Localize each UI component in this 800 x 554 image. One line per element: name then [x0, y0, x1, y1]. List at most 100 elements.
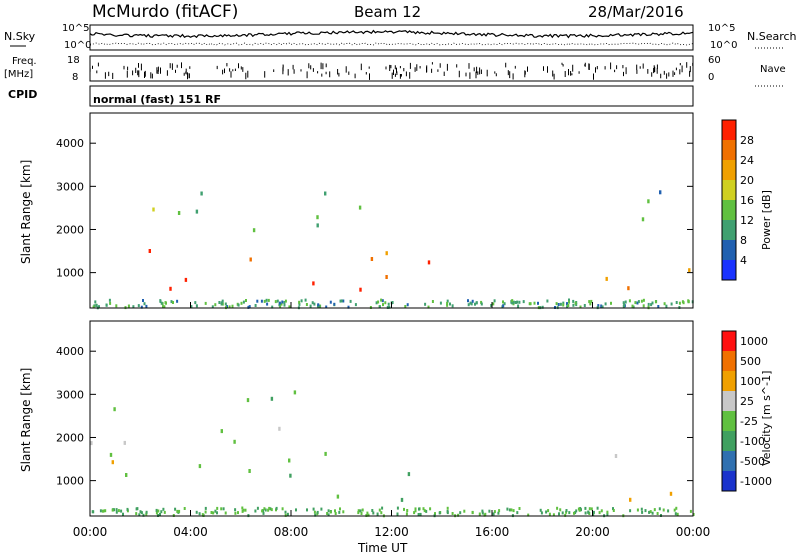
- data-cell: [311, 301, 314, 305]
- data-cell: [493, 510, 496, 514]
- data-cell: [105, 303, 108, 307]
- data-cell: [502, 304, 505, 308]
- data-cell: [434, 512, 436, 516]
- freq-trace: [89, 62, 694, 80]
- data-cell: [380, 511, 383, 515]
- y-tick-label: 4000: [56, 137, 84, 150]
- data-cell: [360, 512, 363, 515]
- data-cell: [313, 510, 316, 514]
- data-cell: [622, 305, 625, 308]
- data-cell: [157, 509, 160, 513]
- data-cell: [367, 513, 370, 517]
- data-cell: [111, 508, 114, 512]
- data-cell: [326, 512, 329, 515]
- data-cell: [385, 275, 388, 279]
- data-cell: [183, 507, 186, 510]
- data-cell: [370, 257, 374, 261]
- data-cell: [295, 508, 297, 512]
- y-tick-label: 4000: [56, 345, 84, 358]
- colorbar-segment: [722, 240, 736, 260]
- data-cell: [233, 439, 236, 444]
- data-cell: [278, 301, 281, 305]
- data-cell: [384, 301, 387, 305]
- data-cell: [288, 458, 291, 463]
- data-cell: [629, 497, 632, 502]
- data-cell: [559, 302, 562, 306]
- data-cell: [663, 302, 666, 306]
- data-cell: [438, 511, 441, 515]
- data-cell: [320, 507, 323, 511]
- data-cell: [98, 305, 100, 309]
- time-axis: 00:00 04:00 08:00 12:00 16:00 20:00 00:00: [73, 302, 710, 539]
- data-cell: [404, 305, 407, 308]
- data-cell: [537, 301, 539, 305]
- data-cell: [160, 301, 163, 305]
- colorbar-segment: [722, 180, 736, 200]
- cpid-panel: CPID normal (fast) 151 RF: [8, 85, 694, 107]
- data-cell: [329, 510, 332, 514]
- data-cell: [649, 510, 652, 514]
- colorbar-segment: [722, 220, 736, 240]
- data-cell: [104, 509, 107, 513]
- data-cell: [446, 299, 449, 303]
- data-cell: [647, 305, 650, 309]
- data-cell: [640, 507, 643, 511]
- nsearch-tick-high: 10^5: [708, 23, 735, 34]
- data-cell: [572, 299, 575, 303]
- nsky-tick-low: 10^0: [64, 40, 91, 51]
- data-cell: [600, 304, 603, 308]
- colorbar-segment: [722, 351, 736, 371]
- x-tick-label: 12:00: [374, 525, 409, 539]
- data-cell: [162, 507, 165, 511]
- data-cell: [266, 302, 269, 306]
- data-cell: [419, 512, 422, 516]
- data-cell: [95, 303, 98, 307]
- data-cell: [396, 512, 399, 516]
- nave-tick-low: 0: [708, 72, 714, 83]
- data-cell: [377, 300, 380, 304]
- data-cell: [596, 506, 599, 510]
- data-cell: [692, 513, 695, 516]
- data-cell: [137, 304, 140, 308]
- data-cell: [358, 205, 362, 210]
- data-cell: [220, 507, 223, 511]
- data-cell: [159, 512, 161, 516]
- data-cell: [665, 304, 668, 308]
- nsearch-tick-low: 10^0: [710, 40, 737, 51]
- data-cell: [262, 511, 265, 515]
- data-cell: [274, 300, 277, 304]
- data-cell: [600, 509, 603, 513]
- data-cell: [327, 513, 330, 517]
- colorbar-tick-label: 4: [740, 254, 747, 267]
- data-cell: [234, 511, 237, 515]
- data-cell: [224, 302, 227, 306]
- data-cell: [414, 507, 417, 511]
- station-title: McMurdo (fitACF): [92, 2, 238, 22]
- data-cell: [451, 512, 454, 515]
- velocity-colorbar: 1000 500 100 25 -25 -100 -500 -1000: [721, 330, 772, 492]
- data-cell: [623, 303, 626, 307]
- data-cell: [481, 511, 484, 515]
- data-cell: [120, 509, 123, 513]
- data-cell: [512, 302, 515, 306]
- data-cell: [590, 507, 593, 511]
- data-cell: [471, 299, 474, 303]
- data-cell: [261, 509, 264, 513]
- data-cell: [283, 303, 286, 307]
- data-cell: [136, 507, 139, 511]
- data-cell: [606, 510, 609, 514]
- data-cell: [650, 303, 653, 307]
- data-cell: [511, 299, 514, 303]
- data-cell: [673, 508, 676, 512]
- data-cell: [263, 507, 266, 511]
- data-cell: [431, 300, 434, 303]
- data-cell: [575, 509, 578, 513]
- power-colorbar-label: Power [dB]: [760, 190, 773, 250]
- nsky-tick-high: 10^5: [62, 23, 89, 34]
- data-cell: [636, 301, 639, 305]
- data-cell: [357, 509, 360, 513]
- data-cell: [270, 396, 274, 401]
- velocity-panel: 1000 2000 3000 4000 Slant Range [km]: [19, 320, 695, 518]
- data-cell: [688, 268, 691, 273]
- data-cell: [241, 506, 244, 510]
